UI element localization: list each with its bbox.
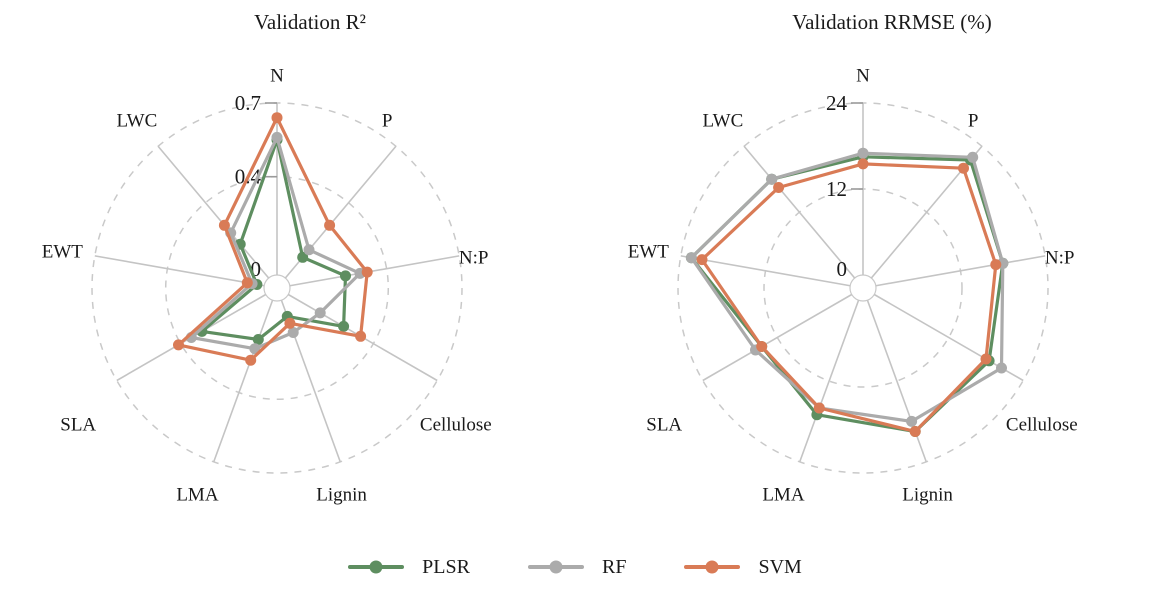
series-plsr-polygon bbox=[200, 138, 348, 342]
series-rf-point-p bbox=[967, 151, 979, 163]
axis-label-ewt: EWT bbox=[42, 242, 84, 263]
series-svm-point-n bbox=[271, 112, 283, 124]
axis-label-lwc: LWC bbox=[702, 111, 743, 132]
axis-label-sla: SLA bbox=[646, 415, 682, 436]
axis-spoke-lwc bbox=[157, 145, 270, 279]
radial-tick-label-mid: 12 bbox=[826, 177, 847, 201]
axis-label-lma: LMA bbox=[176, 484, 219, 505]
axis-label-np: N:P bbox=[459, 248, 489, 269]
axis-spoke-sla bbox=[702, 293, 853, 382]
series-svm-point-p bbox=[958, 162, 969, 174]
right-chart-title: Validation RRMSE (%) bbox=[792, 10, 992, 34]
legend-label-rf: RF bbox=[601, 555, 627, 578]
rf-line-dot-swatch bbox=[527, 560, 584, 574]
radar-chart-1: 0 12 24 N P N:P Cellulose Lignin LMA SLA EWT LWC bbox=[628, 66, 1078, 506]
axis-spoke-ewt bbox=[94, 255, 265, 287]
rf-dot-icon bbox=[549, 560, 563, 574]
axis-label-lwc: LWC bbox=[116, 111, 157, 132]
axis-spoke-np bbox=[289, 255, 460, 287]
series-svm-point-p bbox=[324, 219, 336, 231]
series-rf-point-lignin bbox=[906, 415, 918, 427]
radial-tick-label-0: 0 bbox=[837, 257, 848, 281]
series-rf-point-n bbox=[271, 131, 283, 143]
axis-spoke-ewt bbox=[680, 255, 851, 287]
zero-ring bbox=[849, 274, 877, 302]
legend-item-plsr: PLSR bbox=[348, 556, 470, 579]
axis-label-ewt: EWT bbox=[628, 242, 670, 263]
axis-spoke-np bbox=[875, 255, 1046, 287]
series-svm-point-lwc bbox=[773, 182, 785, 193]
axis-label-np: N:P bbox=[1045, 248, 1075, 269]
axis-label-n: N bbox=[270, 66, 284, 87]
series-rf-point-cellulose bbox=[314, 307, 326, 319]
series-svm-point-n bbox=[857, 158, 869, 170]
series-plsr-point-cellulose bbox=[338, 320, 350, 332]
legend-item-rf: RF bbox=[527, 555, 627, 579]
series-rf-point-n bbox=[857, 147, 869, 159]
series-rf-point-p bbox=[303, 244, 315, 256]
radial-tick-label-0: 0 bbox=[251, 257, 262, 281]
legend-item-svm: SVM bbox=[684, 555, 802, 579]
legend-label-plsr: PLSR bbox=[422, 555, 470, 578]
axis-label-lma: LMA bbox=[762, 484, 805, 505]
series-svm-point-lma bbox=[813, 402, 825, 414]
axis-label-n: N bbox=[856, 66, 870, 87]
series-rf-point-ewt bbox=[685, 252, 697, 264]
axis-label-p: P bbox=[968, 111, 979, 132]
radial-tick-label-max: 0.7 bbox=[235, 91, 261, 115]
left-chart-title: Validation R² bbox=[254, 10, 366, 34]
series-svm-polygon bbox=[700, 162, 998, 434]
series-svm-point-lwc bbox=[218, 219, 230, 231]
series-plsr-point-p bbox=[297, 251, 309, 263]
axis-label-cellulose: Cellulose bbox=[1006, 415, 1078, 436]
legend: PLSR RF SVM bbox=[0, 547, 1150, 587]
series-svm-point-np bbox=[361, 266, 373, 278]
series-svm-point-lignin bbox=[284, 317, 296, 329]
series-rf-point-lignin bbox=[287, 327, 299, 338]
series-rf-point-cellulose bbox=[996, 362, 1007, 374]
series-svm-point-np bbox=[990, 259, 1002, 271]
axis-spoke-lwc bbox=[743, 145, 856, 279]
series-svm-point-lignin bbox=[909, 426, 921, 437]
series-rf-point-lwc bbox=[766, 173, 778, 185]
axis-label-lignin: Lignin bbox=[316, 484, 367, 505]
axis-label-sla: SLA bbox=[60, 415, 96, 436]
series-svm-point-cellulose bbox=[355, 330, 367, 342]
series-svm-point-sla bbox=[173, 339, 184, 351]
series-rf-polygon bbox=[689, 151, 1005, 423]
series-plsr-point-lma bbox=[252, 334, 264, 345]
axis-spoke-lignin bbox=[866, 299, 928, 463]
axis-label-lignin: Lignin bbox=[902, 484, 953, 505]
radial-tick-label-max: 24 bbox=[826, 91, 848, 115]
series-rf-polygon bbox=[189, 135, 362, 351]
svm-line-dot-swatch bbox=[684, 560, 741, 574]
series-svm-point-sla bbox=[756, 341, 768, 352]
legend-label-svm: SVM bbox=[758, 555, 802, 578]
series-svm-point-lma bbox=[245, 354, 257, 366]
series-rf-point-lma bbox=[249, 343, 261, 355]
plsr-dot-icon bbox=[369, 560, 383, 574]
axis-spoke-lma bbox=[798, 299, 860, 463]
plsr-line-dot-swatch bbox=[348, 560, 405, 574]
series-svm-polygon bbox=[176, 116, 369, 362]
series-svm-point-cellulose bbox=[980, 353, 992, 365]
axis-label-p: P bbox=[382, 111, 393, 132]
series-plsr-point-np bbox=[340, 270, 351, 282]
axis-label-cellulose: Cellulose bbox=[420, 415, 492, 436]
zero-ring bbox=[263, 274, 291, 302]
series-svm-point-ewt bbox=[696, 254, 708, 266]
axis-spoke-lma bbox=[212, 299, 274, 463]
series-svm-point-ewt bbox=[241, 277, 253, 289]
svm-dot-icon bbox=[705, 560, 719, 574]
